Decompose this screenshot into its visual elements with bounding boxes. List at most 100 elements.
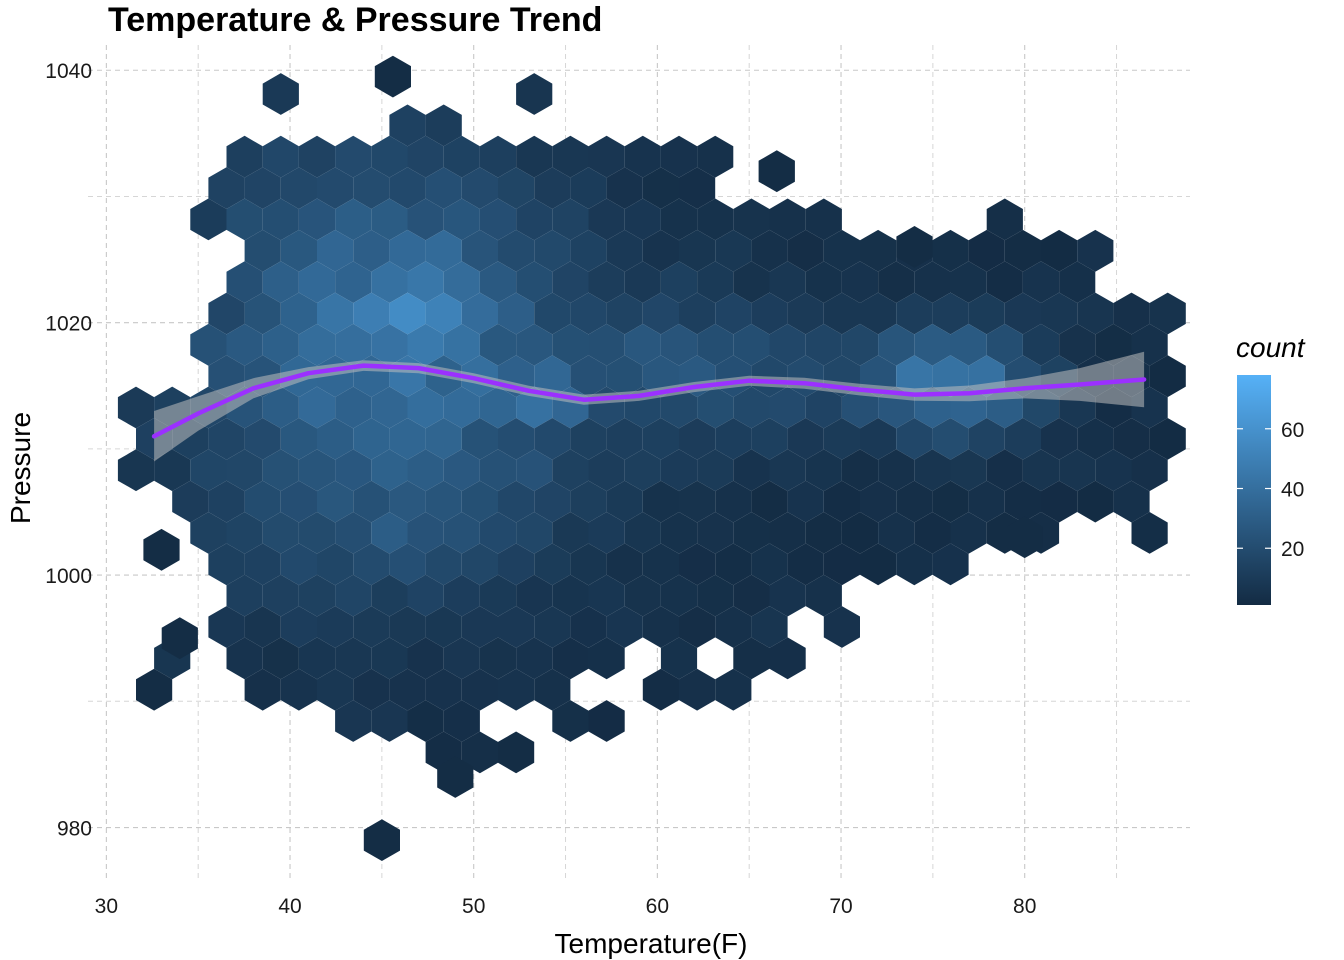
- hex-cell: [733, 386, 770, 429]
- hex-cell: [479, 512, 517, 554]
- hex-cell: [660, 512, 698, 554]
- hex-cell: [588, 512, 625, 554]
- hex-cell: [697, 512, 734, 554]
- hex-cell: [280, 480, 317, 523]
- hex-cell: [226, 198, 263, 241]
- hex-cell: [425, 229, 462, 272]
- hex-cell: [1149, 292, 1186, 335]
- hex-cell: [136, 668, 173, 711]
- hex-cell: [353, 668, 390, 711]
- hex-cell: [389, 104, 426, 147]
- hex-cell: [914, 449, 951, 492]
- hex-cell: [642, 292, 679, 335]
- hex-cell: [407, 323, 444, 366]
- hex-cell: [733, 574, 770, 617]
- hex-cell: [374, 55, 411, 98]
- hex-cell: [697, 135, 734, 178]
- hex-cell: [479, 386, 517, 429]
- hex-cell: [407, 512, 444, 554]
- hex-cell: [570, 480, 607, 523]
- x-tick-label: 30: [95, 895, 118, 918]
- hex-cell: [552, 323, 589, 366]
- hex-cell: [588, 323, 625, 366]
- hex-cell: [1006, 516, 1043, 559]
- hex-cell: [516, 198, 553, 241]
- legend-tick-label: 40: [1281, 479, 1304, 502]
- hex-cell: [1095, 449, 1132, 492]
- hex-cell: [697, 386, 734, 429]
- hex-cell: [407, 261, 444, 303]
- hex-cell: [353, 292, 390, 335]
- hex-cell: [896, 480, 933, 523]
- hex-cell: [769, 449, 806, 492]
- hex-cell: [624, 323, 661, 366]
- hex-cell: [317, 480, 354, 523]
- hex-cell: [986, 323, 1023, 366]
- hex-cell: [715, 480, 752, 523]
- hex-cell: [353, 606, 390, 648]
- hex-cell: [624, 449, 661, 492]
- hex-cell: [298, 574, 336, 617]
- hex-cell: [208, 543, 245, 586]
- hex-cell: [407, 198, 444, 241]
- hex-cell: [498, 418, 535, 460]
- hex-cell: [697, 261, 734, 303]
- hex-cell: [1077, 480, 1114, 523]
- legend-ticks: 20 40 60: [1237, 419, 1304, 561]
- hex-cell: [371, 637, 408, 680]
- hex-cell: [697, 574, 734, 617]
- hex-cell: [443, 512, 480, 554]
- hex-cell: [1041, 480, 1078, 523]
- hex-cell: [425, 606, 462, 648]
- hex-cell: [317, 668, 354, 711]
- hex-cell: [588, 135, 625, 178]
- hex-cell: [190, 323, 227, 366]
- hex-cell: [878, 323, 915, 366]
- hex-cell: [624, 574, 661, 617]
- hex-cell: [624, 261, 661, 303]
- hex-cell: [437, 756, 474, 798]
- hex-cell: [552, 512, 589, 554]
- hex-cell: [443, 261, 480, 303]
- hex-cell: [878, 449, 915, 492]
- hex-cell: [787, 292, 824, 335]
- hex-cell: [371, 135, 408, 178]
- hex-cell: [353, 418, 390, 460]
- hex-cell: [733, 637, 770, 680]
- hex-cell: [317, 606, 354, 648]
- hex-cell: [570, 355, 607, 398]
- legend-tick-label: 60: [1281, 419, 1304, 442]
- hex-cell: [805, 198, 842, 241]
- hex-cell: [498, 731, 535, 774]
- hex-cell: [443, 700, 480, 742]
- hex-cell: [244, 418, 281, 460]
- hex-cell: [679, 480, 716, 523]
- y-tick-label: 980: [57, 818, 92, 841]
- hex-cell: [679, 668, 716, 711]
- hex-cell: [371, 198, 408, 241]
- hex-cell: [679, 167, 716, 209]
- hex-cell: [353, 167, 390, 209]
- hex-cell: [697, 198, 734, 241]
- hex-cell: [425, 543, 462, 586]
- hex-cell: [823, 229, 860, 272]
- x-tick-label: 80: [1013, 895, 1036, 918]
- hex-cell: [986, 198, 1023, 241]
- hex-cell: [624, 198, 661, 241]
- y-axis-title: Pressure: [5, 412, 36, 524]
- hex-cell: [443, 386, 480, 429]
- hex-cell: [425, 480, 462, 523]
- hex-cell: [208, 418, 245, 460]
- hex-cell: [1022, 261, 1060, 303]
- hex-cell: [389, 418, 426, 460]
- hex-cell: [624, 512, 661, 554]
- hex-cell: [262, 323, 299, 366]
- hex-cell: [117, 449, 155, 492]
- hex-cell: [660, 323, 698, 366]
- hex-cell: [932, 543, 969, 586]
- y-axis-ticks: 980 1000 1020 1040: [45, 60, 92, 840]
- hex-cell: [751, 418, 788, 460]
- hex-cell: [1131, 449, 1168, 492]
- hex-cell: [642, 543, 679, 586]
